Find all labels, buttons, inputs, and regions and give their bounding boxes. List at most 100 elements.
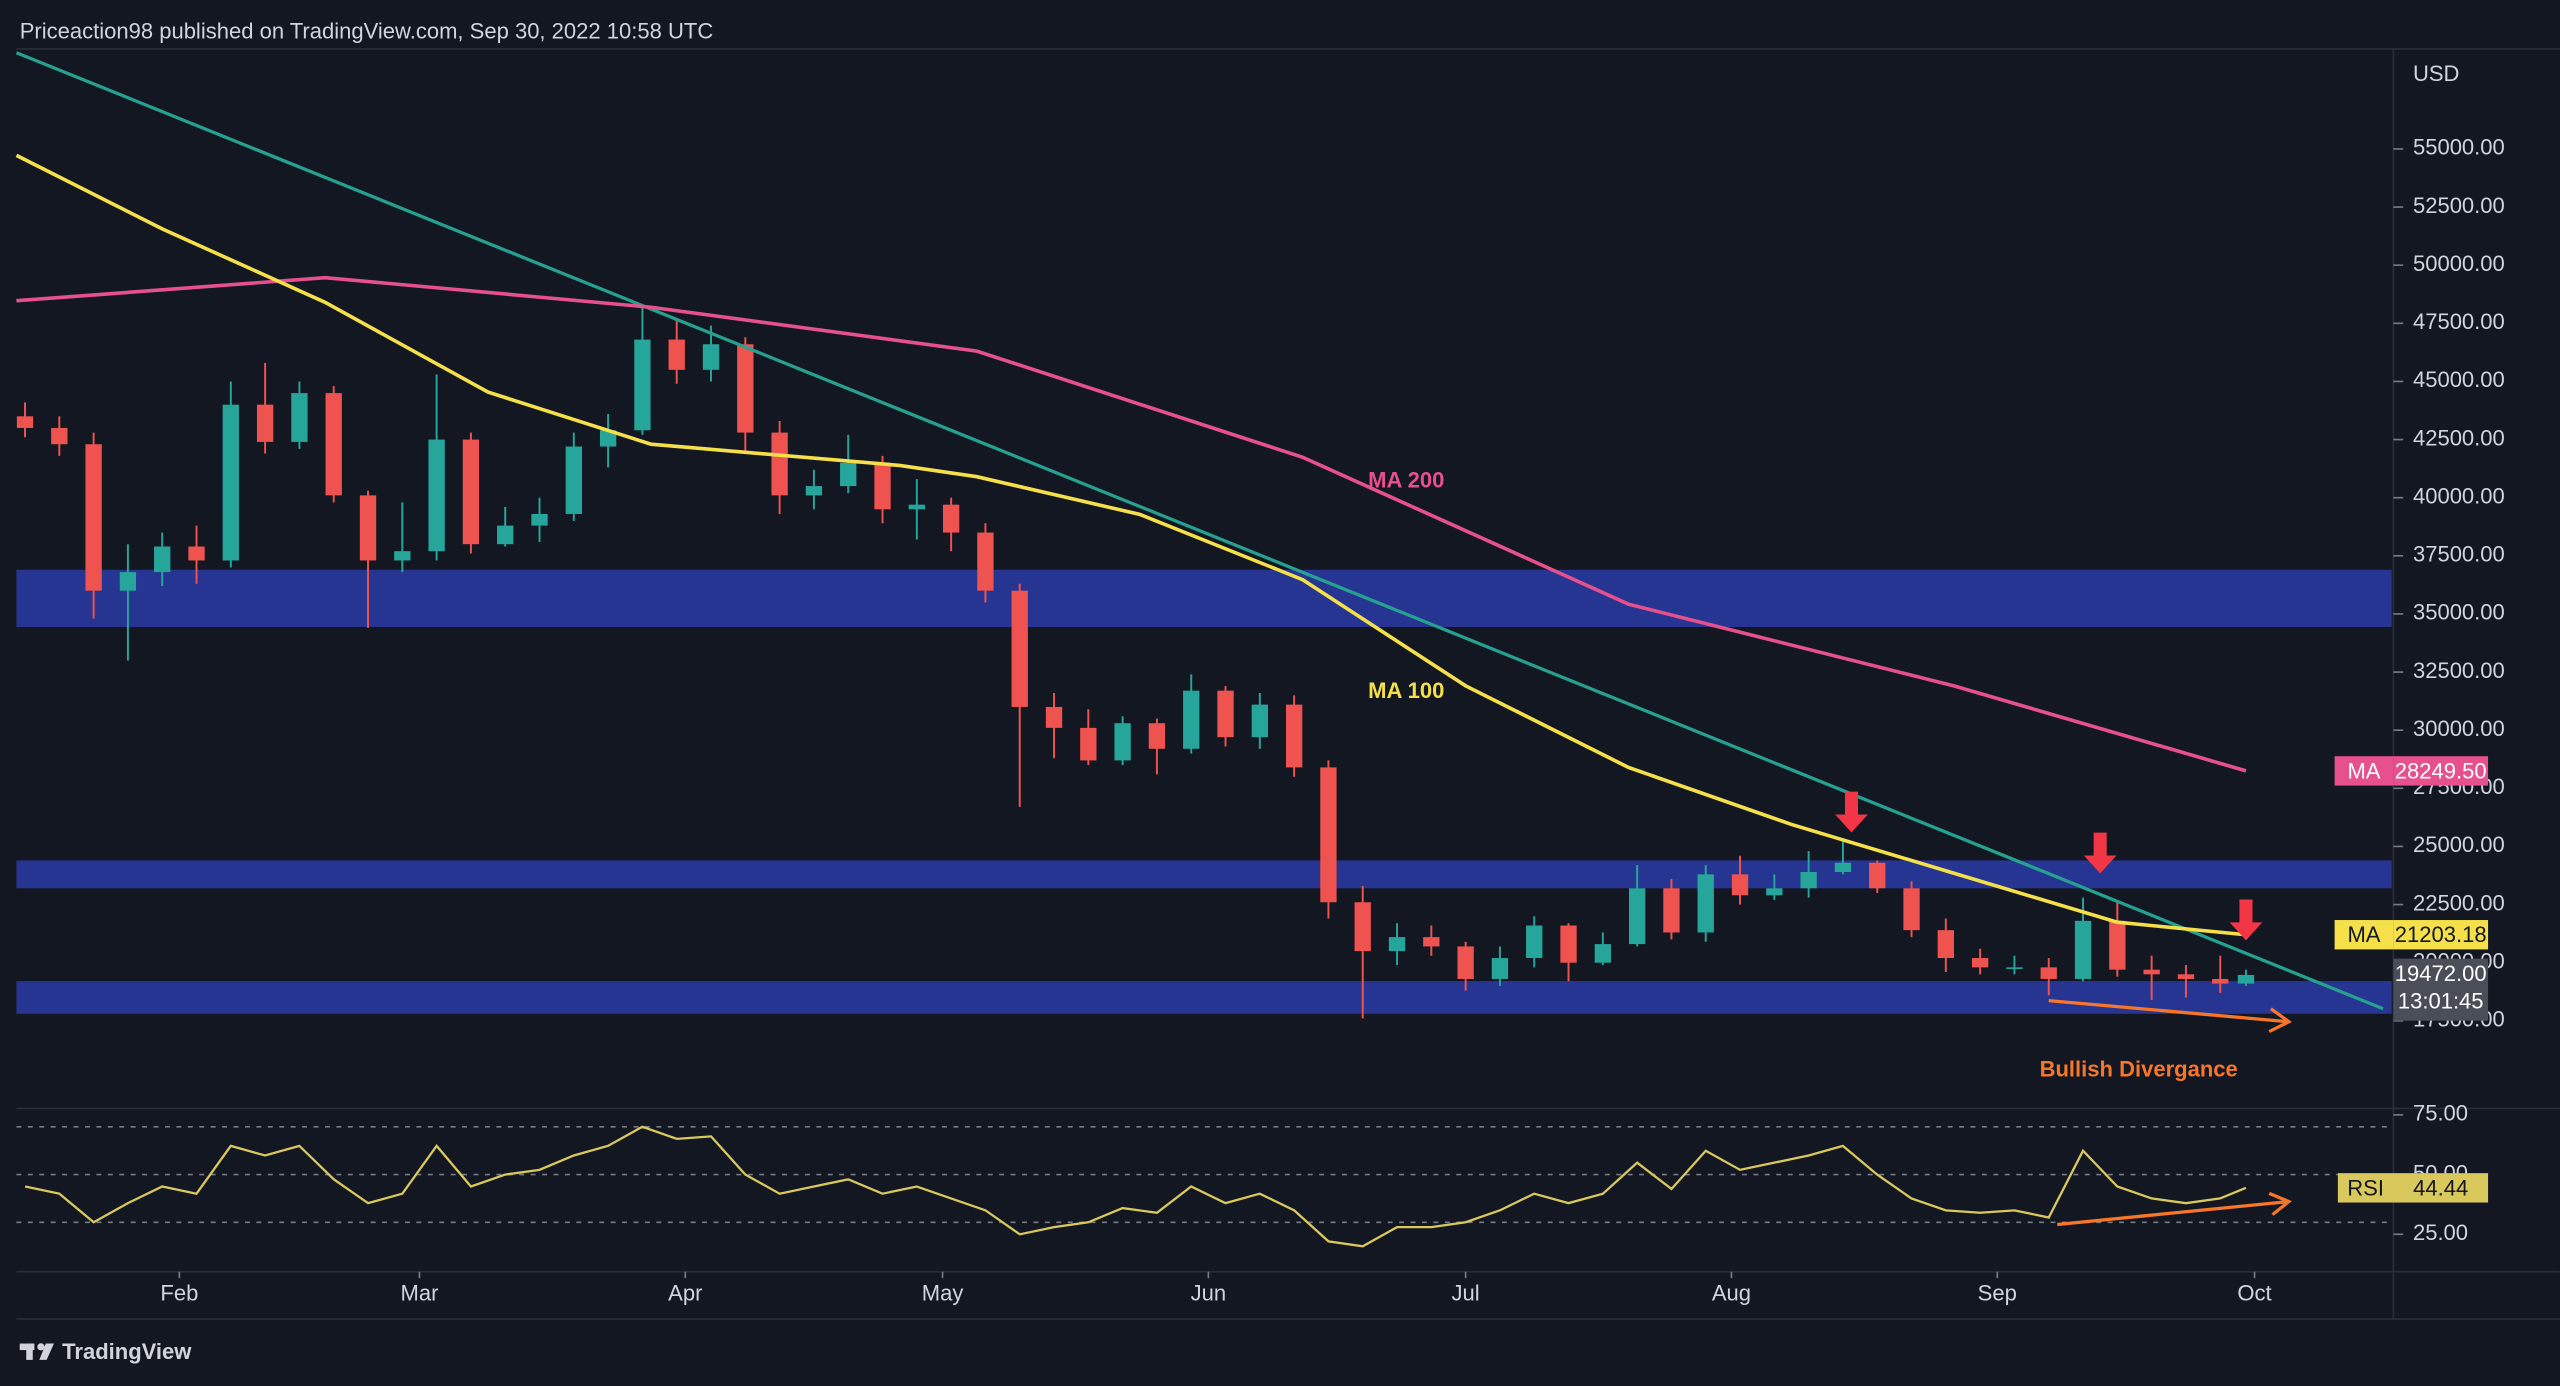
candle-body [2143, 969, 2160, 975]
x-tick-label: Apr [668, 1280, 702, 1305]
candle-body [1217, 690, 1234, 738]
y-tick-label: 47500.00 [2413, 309, 2505, 334]
candle-body [1491, 958, 1509, 979]
candle-body [291, 393, 308, 442]
arrow [2083, 832, 2117, 874]
price-tag-bg [2337, 1173, 2489, 1203]
candle-body [1148, 723, 1166, 749]
divergence-line [2048, 998, 2289, 1024]
candle-body [942, 504, 960, 533]
candle-body [51, 427, 68, 445]
logo-part [37, 1343, 45, 1351]
y-tick-label: 75.00 [2413, 1101, 2468, 1126]
candle-body [1697, 874, 1714, 933]
zone [16, 981, 2392, 1014]
price-tag-value: 21203.18 [2395, 922, 2487, 947]
series-label: MA 100 [1368, 678, 1444, 703]
candle-body [1766, 888, 1783, 896]
candle-body [1971, 958, 1989, 968]
candle-body [1903, 888, 1920, 931]
y-tick-label: 25.00 [2413, 1220, 2468, 1245]
candle-body [1628, 888, 1646, 945]
candle-body [2212, 978, 2229, 984]
price-tag-value: 44.44 [2413, 1175, 2468, 1200]
candle-body [1594, 944, 1611, 963]
candle-body [1731, 874, 1749, 896]
candle-body [359, 495, 377, 561]
price-tag-name: MA [2347, 758, 2380, 783]
y-tick-label: 25000.00 [2413, 832, 2505, 857]
moving-average [15, 153, 2247, 937]
x-tick-label: Mar [401, 1280, 439, 1305]
candle-body [702, 344, 720, 370]
countdown: 13:01:45 [2398, 989, 2484, 1014]
candle-body [2237, 974, 2255, 984]
last-price: 19472.00 [2395, 961, 2487, 986]
candle-body [2006, 967, 2023, 969]
price-tag-bg [2334, 920, 2394, 950]
candle-body [1526, 925, 1543, 959]
candle-body [737, 344, 754, 433]
x-tick-label: May [922, 1280, 964, 1305]
y-tick-label: 42500.00 [2413, 425, 2505, 450]
x-tick-label: Sep [1978, 1280, 2017, 1305]
x-tick-label: Jun [1191, 1280, 1227, 1305]
annotation: Bullish Divergance [2040, 1057, 2238, 1082]
y-tick-label: 52500.00 [2413, 193, 2505, 218]
candle-body [2040, 967, 2057, 979]
rsi-line [24, 1125, 2247, 1248]
candle-body [2109, 920, 2126, 970]
y-tick-label: 37500.00 [2413, 542, 2505, 567]
candle-body [565, 446, 582, 514]
candle-body [497, 525, 514, 545]
candle-body [1354, 902, 1371, 952]
price-tag-value: 28249.50 [2395, 758, 2487, 783]
price-tag-name: RSI [2347, 1175, 2384, 1200]
candle-body [256, 404, 274, 442]
y-tick-label: 55000.00 [2413, 135, 2505, 160]
x-tick-label: Aug [1712, 1280, 1751, 1305]
currency: USD [2413, 61, 2459, 86]
header: Priceaction98 published on TradingView.c… [20, 18, 714, 43]
candle-body [462, 439, 480, 545]
candle-body [119, 572, 137, 591]
candle-body [599, 430, 617, 447]
y-tick-label: 45000.00 [2413, 367, 2505, 392]
zone [16, 569, 2392, 627]
y-tick-label: 35000.00 [2413, 600, 2505, 625]
y-tick-label: 32500.00 [2413, 658, 2505, 683]
arrow [1835, 791, 1868, 833]
logo-part [26, 1343, 33, 1360]
brand-logo [19, 1343, 54, 1360]
arrow [2229, 899, 2263, 941]
candle-body [154, 546, 171, 573]
candle-body [16, 416, 34, 428]
candle-body [1800, 872, 1817, 889]
candle-body [840, 462, 857, 487]
candle-body [1560, 925, 1577, 963]
arrow-head [2268, 1007, 2292, 1034]
zone [16, 860, 2392, 889]
price-tag-bg [2393, 920, 2489, 950]
logo-part [39, 1343, 54, 1360]
candle-body [2177, 974, 2195, 979]
moving-average [16, 275, 2247, 773]
candle-body [1114, 723, 1131, 761]
candle-body [394, 551, 411, 561]
candle-body [634, 339, 651, 431]
price-tag-bg [2393, 756, 2489, 786]
arrow-head [2268, 1191, 2293, 1216]
price-tag-bg [2334, 756, 2394, 786]
candle-body [668, 339, 685, 370]
candle-body [1937, 930, 1954, 959]
candle-body [85, 444, 102, 591]
candle-body [1423, 937, 1440, 947]
candle-body [2074, 920, 2092, 979]
candle-body [1388, 937, 1406, 952]
candle-body [771, 432, 788, 496]
candle-body [1285, 704, 1303, 768]
y-tick-label: 30000.00 [2413, 716, 2505, 741]
